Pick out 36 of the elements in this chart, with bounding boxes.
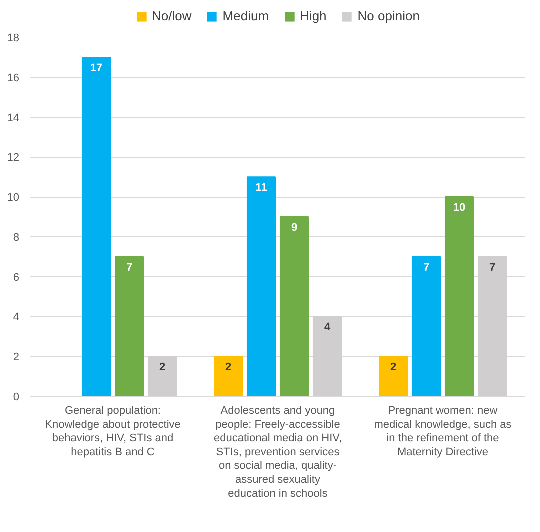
legend-label: No/low	[152, 8, 192, 24]
x-tick-label: Pregnant women: new medical knowledge, such as in the refinement of the Maternity Directive	[374, 404, 512, 458]
bar	[82, 56, 112, 396]
bar	[280, 216, 310, 396]
bar	[378, 356, 408, 396]
y-tick-label: 18	[7, 32, 20, 44]
data-label: 17	[90, 62, 103, 74]
data-label: 2	[159, 362, 166, 374]
y-tick-label: 10	[7, 192, 20, 204]
y-tick-label: 14	[7, 112, 20, 124]
legend-label: Medium	[222, 8, 270, 24]
y-tick-label: 12	[7, 152, 20, 164]
bar	[214, 356, 244, 396]
bar	[412, 256, 442, 396]
data-label: 4	[324, 322, 332, 334]
y-tick-label: 16	[7, 72, 20, 84]
data-label: 7	[423, 262, 430, 274]
data-label: 2	[225, 362, 232, 374]
bar	[246, 176, 276, 396]
y-tick-label: 2	[13, 352, 20, 364]
bar	[114, 256, 144, 396]
legend-label: No opinion	[358, 8, 420, 24]
data-label: 7	[489, 262, 496, 274]
x-tick-label: Adolescents and young people: Freely-accessible educational media on HIV, STIs, prevention services on social media, quality-assured sexuality education in schools	[214, 404, 342, 500]
y-tick-label: 4	[13, 312, 20, 324]
bar	[444, 196, 474, 396]
x-tick-label: General population: Knowledge about protective behaviors, HIV, STIs and hepatitis B and C	[45, 404, 181, 458]
data-label: 11	[256, 182, 268, 194]
y-tick-label: 8	[13, 232, 20, 244]
legend-label: High	[300, 8, 327, 24]
data-label: 7	[126, 262, 133, 274]
data-label: 10	[453, 202, 466, 214]
y-tick-label: 6	[13, 272, 20, 284]
data-label: 9	[291, 222, 298, 234]
y-tick-label: 0	[13, 392, 20, 404]
data-label: 2	[390, 362, 397, 374]
